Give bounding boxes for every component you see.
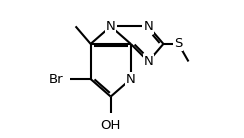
Text: S: S — [174, 37, 183, 50]
Text: N: N — [106, 20, 116, 33]
Text: N: N — [126, 73, 136, 86]
Text: OH: OH — [101, 119, 121, 132]
Text: N: N — [143, 55, 153, 68]
Text: N: N — [143, 20, 153, 33]
Text: Br: Br — [48, 73, 63, 86]
